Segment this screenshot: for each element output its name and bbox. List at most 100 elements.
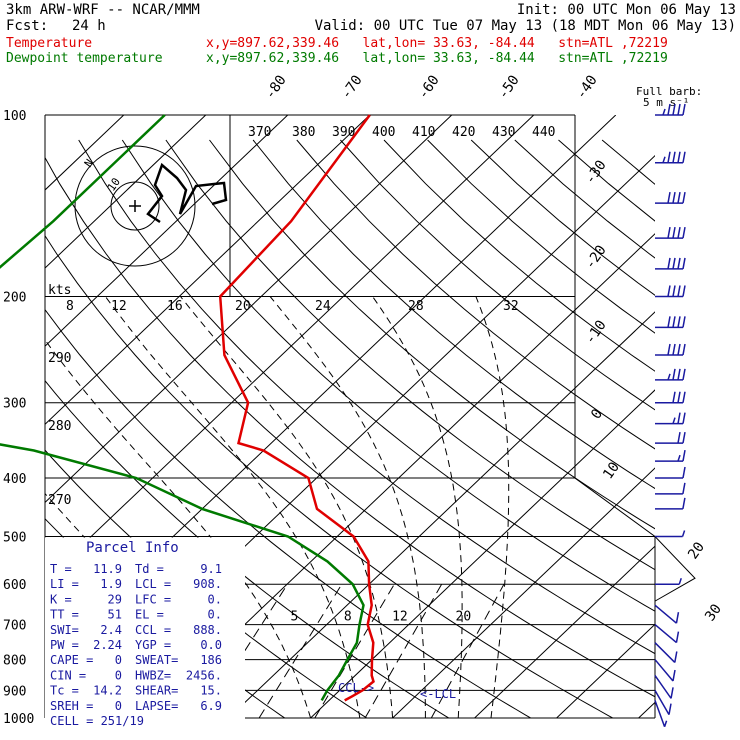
dry-adiabat — [78, 139, 655, 655]
forecast-hours: 24 h — [72, 18, 106, 34]
parcel-info-background — [45, 537, 245, 719]
parcel-info-key: TT = — [50, 608, 79, 622]
theta-label: 430 — [492, 125, 515, 140]
wind-barb-flag — [667, 343, 671, 356]
barb-legend-title: Full barb: — [636, 85, 702, 98]
isotherm-label: 30 — [702, 601, 725, 624]
wind-barb-flag — [667, 257, 671, 270]
theta-label: 390 — [332, 125, 355, 140]
parcel-info-value: 0.0 — [200, 638, 222, 652]
isotherm-label: -40 — [573, 72, 601, 102]
wind-barb-flag — [672, 285, 676, 297]
wind-barb-flag — [675, 631, 680, 643]
isotherm-label: -80 — [262, 72, 290, 102]
wind-barb-flag — [672, 226, 676, 239]
mixing-ratio-line — [201, 583, 288, 719]
wind-barb-staff — [654, 675, 672, 699]
isotherm-label: 0 — [588, 406, 606, 422]
parcel-info-key: T = — [50, 562, 72, 576]
dry-adiabat — [514, 139, 655, 259]
parcel-info-key: SREH = — [50, 699, 93, 713]
isotherm-label: -30 — [582, 157, 610, 187]
wind-barb-staff — [654, 659, 674, 682]
parcel-info-key: EL = — [135, 608, 164, 622]
dry-adiabat — [209, 139, 655, 530]
wind-barb — [655, 368, 686, 381]
hodograph-ring-label: 12 — [111, 299, 127, 314]
wind-barb-flag — [663, 720, 668, 727]
parcel-info-key: LAPSE= — [135, 699, 178, 713]
init-time: Init: 00 UTC Mon 06 May 13 — [516, 2, 736, 18]
wind-barb — [654, 642, 678, 663]
theta-label: 410 — [412, 125, 435, 140]
wind-barb-flag — [682, 257, 686, 270]
mixing-ratio-label: 5 — [290, 610, 298, 625]
parcel-info-value: 186 — [200, 653, 222, 667]
wind-barb-flag — [667, 316, 671, 328]
wind-barb-flag — [674, 651, 678, 663]
moist-adiabat — [269, 296, 426, 718]
forecast-label: Fcst: — [6, 18, 49, 34]
wind-barb-flag — [678, 577, 682, 585]
isotherm-line — [45, 115, 453, 504]
dry-adiabat — [470, 139, 655, 296]
wind-barb — [655, 431, 686, 444]
parcel-info-key: Td = — [135, 562, 164, 576]
parcel-info-key: YGP = — [135, 638, 171, 652]
hodograph-outer-ring — [74, 145, 196, 267]
wind-barb-flag — [672, 343, 676, 356]
wind-barb-flag — [675, 612, 680, 624]
wind-barb — [655, 412, 686, 425]
parcel-info-value: 15. — [200, 684, 222, 698]
hodograph-ring-label: 10 — [105, 175, 123, 193]
series-line-dewpoint-temperature — [0, 114, 365, 702]
wind-barb-flag — [672, 191, 676, 204]
dry-adiabat — [165, 139, 655, 571]
pressure-tick-label: 1000 — [3, 712, 34, 727]
wind-barb — [655, 257, 686, 270]
parcel-info-key: K = — [50, 592, 72, 606]
isotherm-line — [45, 115, 535, 582]
hodograph-ring-label: 28 — [408, 299, 424, 314]
parcel-info-cell: CELL = 251/19 — [50, 714, 144, 728]
dry-adiabat — [601, 139, 655, 185]
theta-label: 380 — [292, 125, 315, 140]
dry-adiabat — [45, 308, 532, 718]
wind-barb-flag — [682, 368, 686, 381]
valid-time: Valid: 00 UTC Tue 07 May 13 (18 MDT Mon … — [314, 18, 736, 34]
wind-barb-flag — [672, 669, 676, 682]
wind-barb-flag — [670, 687, 674, 699]
parcel-info-value: 0 — [115, 653, 122, 667]
wind-barb-flag — [682, 391, 686, 403]
wind-barb-flag — [682, 431, 686, 444]
lcl-label: <-LCL — [420, 687, 456, 701]
parcel-info-key: CAPE = — [50, 653, 93, 667]
hodograph-ring-label: 24 — [315, 299, 331, 314]
isotherm-line — [45, 115, 207, 269]
wind-barb — [655, 450, 686, 462]
temperature-location: x,y=897.62,339.46 lat,lon= 33.63, -84.44… — [206, 36, 668, 51]
hodograph-inner-ring — [110, 181, 160, 231]
pressure-tick-label: 700 — [3, 619, 26, 634]
parcel-info-title: Parcel Info — [86, 540, 179, 556]
wind-barb-flag — [667, 226, 671, 239]
parcel-info-value: 51 — [108, 608, 122, 622]
wind-barb-staff — [654, 604, 677, 624]
wind-barb — [655, 151, 686, 164]
wind-barb — [655, 577, 682, 585]
hodograph-ring-label: 8 — [66, 299, 74, 314]
wind-barb-flag — [677, 368, 681, 381]
wind-barb — [654, 690, 672, 716]
wind-barb — [654, 675, 674, 699]
wind-barb-flag — [672, 151, 676, 163]
pressure-tick-label: 100 — [3, 109, 26, 124]
wind-barb-flag — [682, 450, 686, 462]
wind-barb-flag — [677, 343, 681, 356]
parcel-info-value: 29 — [108, 592, 122, 606]
wind-barb — [655, 482, 686, 495]
wind-barb-staff — [654, 700, 666, 727]
wind-barb-flag — [682, 466, 686, 479]
hodograph-ring-label: 32 — [503, 299, 519, 314]
parcel-info-key: SWEAT= — [135, 653, 178, 667]
ccl-label: CCL-> — [338, 681, 374, 695]
